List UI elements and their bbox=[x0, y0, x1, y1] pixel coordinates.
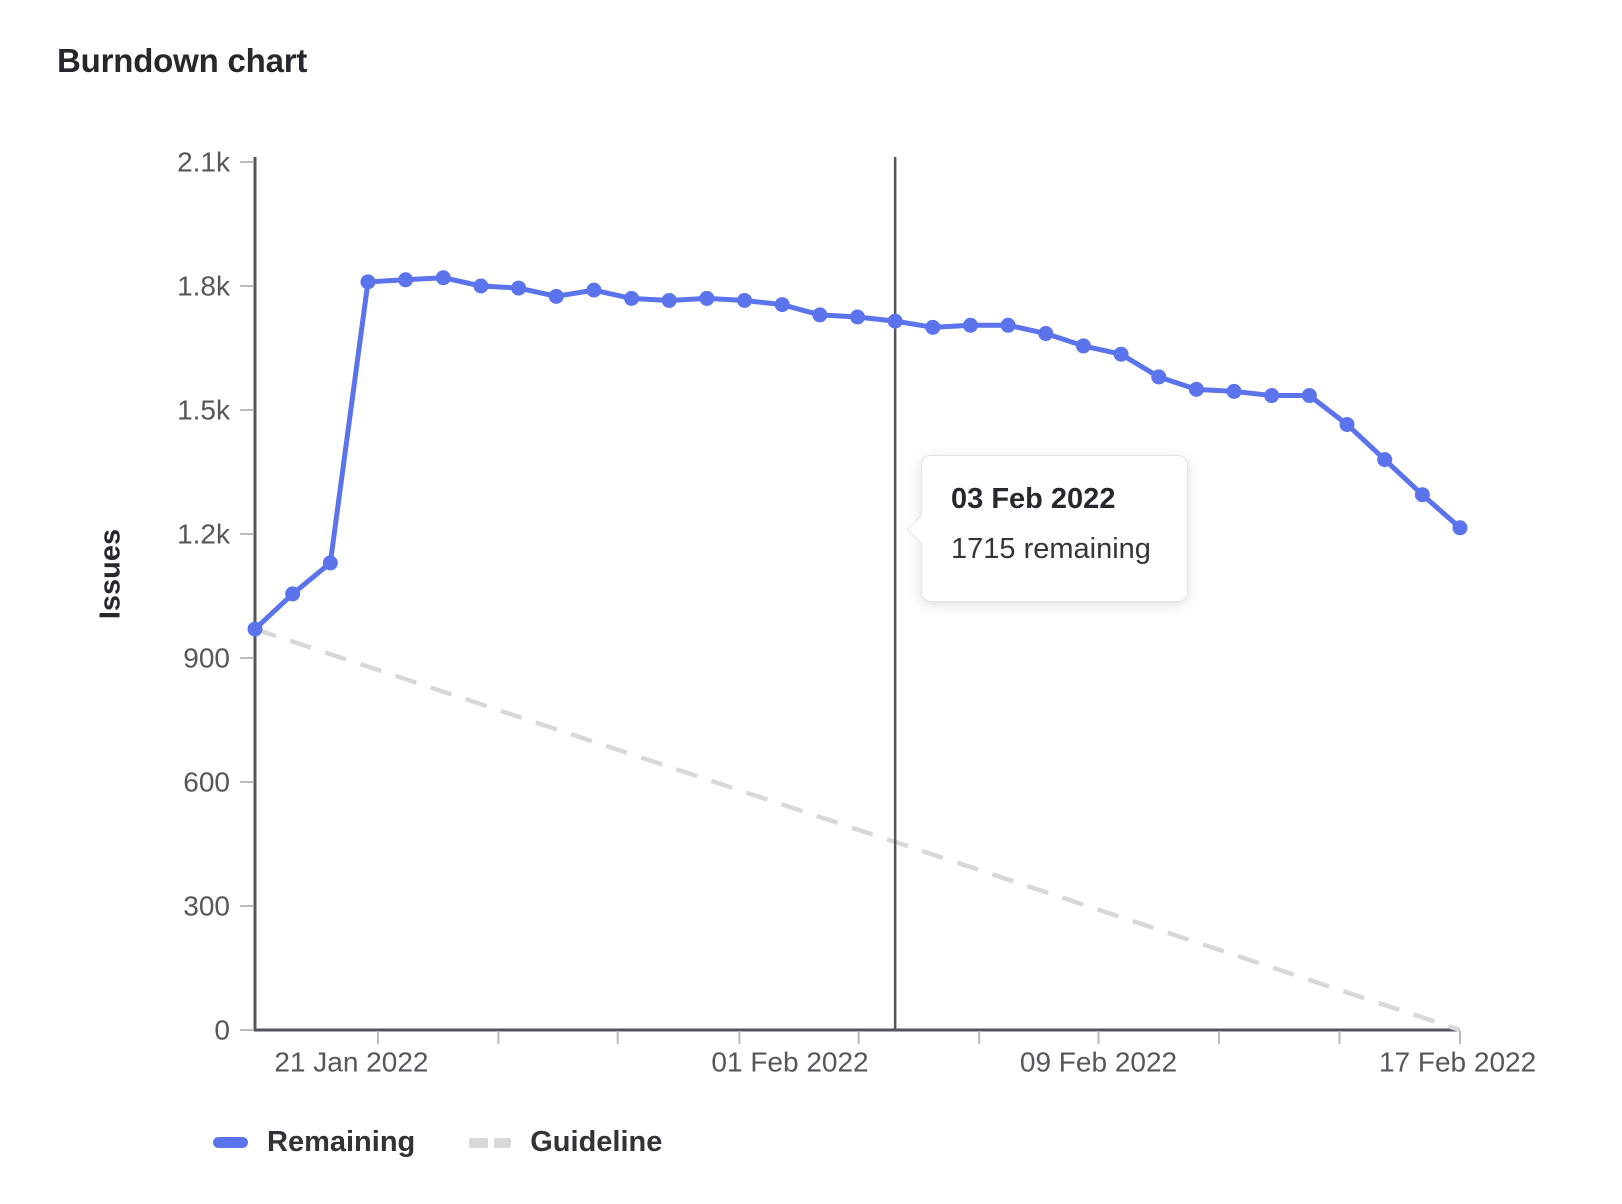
data-point[interactable] bbox=[737, 292, 753, 308]
remaining-swatch-icon bbox=[213, 1137, 248, 1148]
tooltip-remaining-count: 1715 remaining bbox=[951, 533, 1151, 565]
data-point[interactable] bbox=[624, 290, 640, 306]
data-point[interactable] bbox=[360, 274, 376, 290]
y-tick-label: 1.5k bbox=[177, 395, 231, 426]
data-point[interactable] bbox=[511, 280, 527, 296]
legend-label: Remaining bbox=[267, 1126, 416, 1158]
y-tick-label: 1.8k bbox=[177, 271, 231, 302]
data-point[interactable] bbox=[1264, 388, 1280, 404]
data-point[interactable] bbox=[322, 555, 338, 571]
data-point[interactable] bbox=[473, 278, 489, 294]
legend-label: Guideline bbox=[530, 1126, 663, 1158]
data-point[interactable] bbox=[1113, 346, 1129, 362]
data-point[interactable] bbox=[1151, 369, 1167, 385]
data-point[interactable] bbox=[661, 292, 677, 308]
page-title: Burndown chart bbox=[57, 42, 308, 79]
data-point[interactable] bbox=[1226, 383, 1242, 399]
x-tick-label: 09 Feb 2022 bbox=[1020, 1047, 1177, 1078]
legend-item-guideline[interactable]: Guideline bbox=[469, 1126, 662, 1159]
data-point[interactable] bbox=[586, 282, 602, 298]
data-point[interactable] bbox=[1038, 326, 1054, 342]
y-tick-label: 0 bbox=[214, 1015, 230, 1046]
data-point[interactable] bbox=[962, 317, 978, 333]
data-point[interactable] bbox=[1377, 452, 1393, 468]
data-point[interactable] bbox=[774, 297, 790, 313]
data-point[interactable] bbox=[435, 270, 451, 286]
data-point[interactable] bbox=[398, 272, 414, 288]
x-tick-label: 17 Feb 2022 bbox=[1379, 1047, 1536, 1078]
data-point[interactable] bbox=[812, 307, 828, 323]
y-tick-label: 1.2k bbox=[177, 519, 231, 550]
guideline-line bbox=[254, 626, 1461, 1033]
data-point[interactable] bbox=[1414, 487, 1430, 503]
data-point[interactable] bbox=[1301, 388, 1317, 404]
y-tick-label: 600 bbox=[183, 767, 230, 798]
y-tick-label: 300 bbox=[183, 891, 230, 922]
guideline-swatch-icon bbox=[469, 1137, 512, 1148]
x-tick-label: 01 Feb 2022 bbox=[711, 1047, 868, 1078]
data-point[interactable] bbox=[285, 586, 301, 602]
x-tick-label: 21 Jan 2022 bbox=[274, 1047, 428, 1078]
tooltip-date: 03 Feb 2022 bbox=[951, 483, 1116, 515]
chart-legend: Remaining Guideline bbox=[213, 1126, 662, 1159]
y-tick-label: 900 bbox=[183, 643, 230, 674]
remaining-line bbox=[252, 275, 1463, 632]
data-point[interactable] bbox=[1000, 317, 1016, 333]
data-point[interactable] bbox=[548, 288, 564, 304]
data-point[interactable] bbox=[247, 621, 263, 637]
data-point[interactable] bbox=[1452, 520, 1468, 536]
data-point[interactable] bbox=[887, 313, 903, 329]
data-point[interactable] bbox=[699, 290, 715, 306]
tooltip: 03 Feb 2022 1715 remaining bbox=[906, 455, 1188, 602]
data-point[interactable] bbox=[1339, 416, 1355, 432]
data-point[interactable] bbox=[1075, 338, 1091, 354]
legend-item-remaining[interactable]: Remaining bbox=[213, 1126, 415, 1159]
y-tick-label: 2.1k bbox=[177, 147, 231, 178]
data-point[interactable] bbox=[1188, 381, 1204, 397]
data-point[interactable] bbox=[850, 309, 865, 325]
data-point[interactable] bbox=[925, 319, 941, 335]
